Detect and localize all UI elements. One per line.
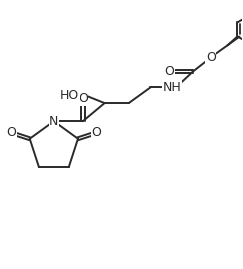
Text: O: O bbox=[164, 65, 174, 78]
Text: N: N bbox=[49, 115, 59, 128]
Text: O: O bbox=[78, 92, 88, 105]
Text: O: O bbox=[92, 126, 102, 139]
Text: HO: HO bbox=[60, 89, 79, 102]
Text: O: O bbox=[6, 126, 16, 139]
Text: O: O bbox=[206, 51, 216, 64]
Text: NH: NH bbox=[163, 81, 182, 94]
